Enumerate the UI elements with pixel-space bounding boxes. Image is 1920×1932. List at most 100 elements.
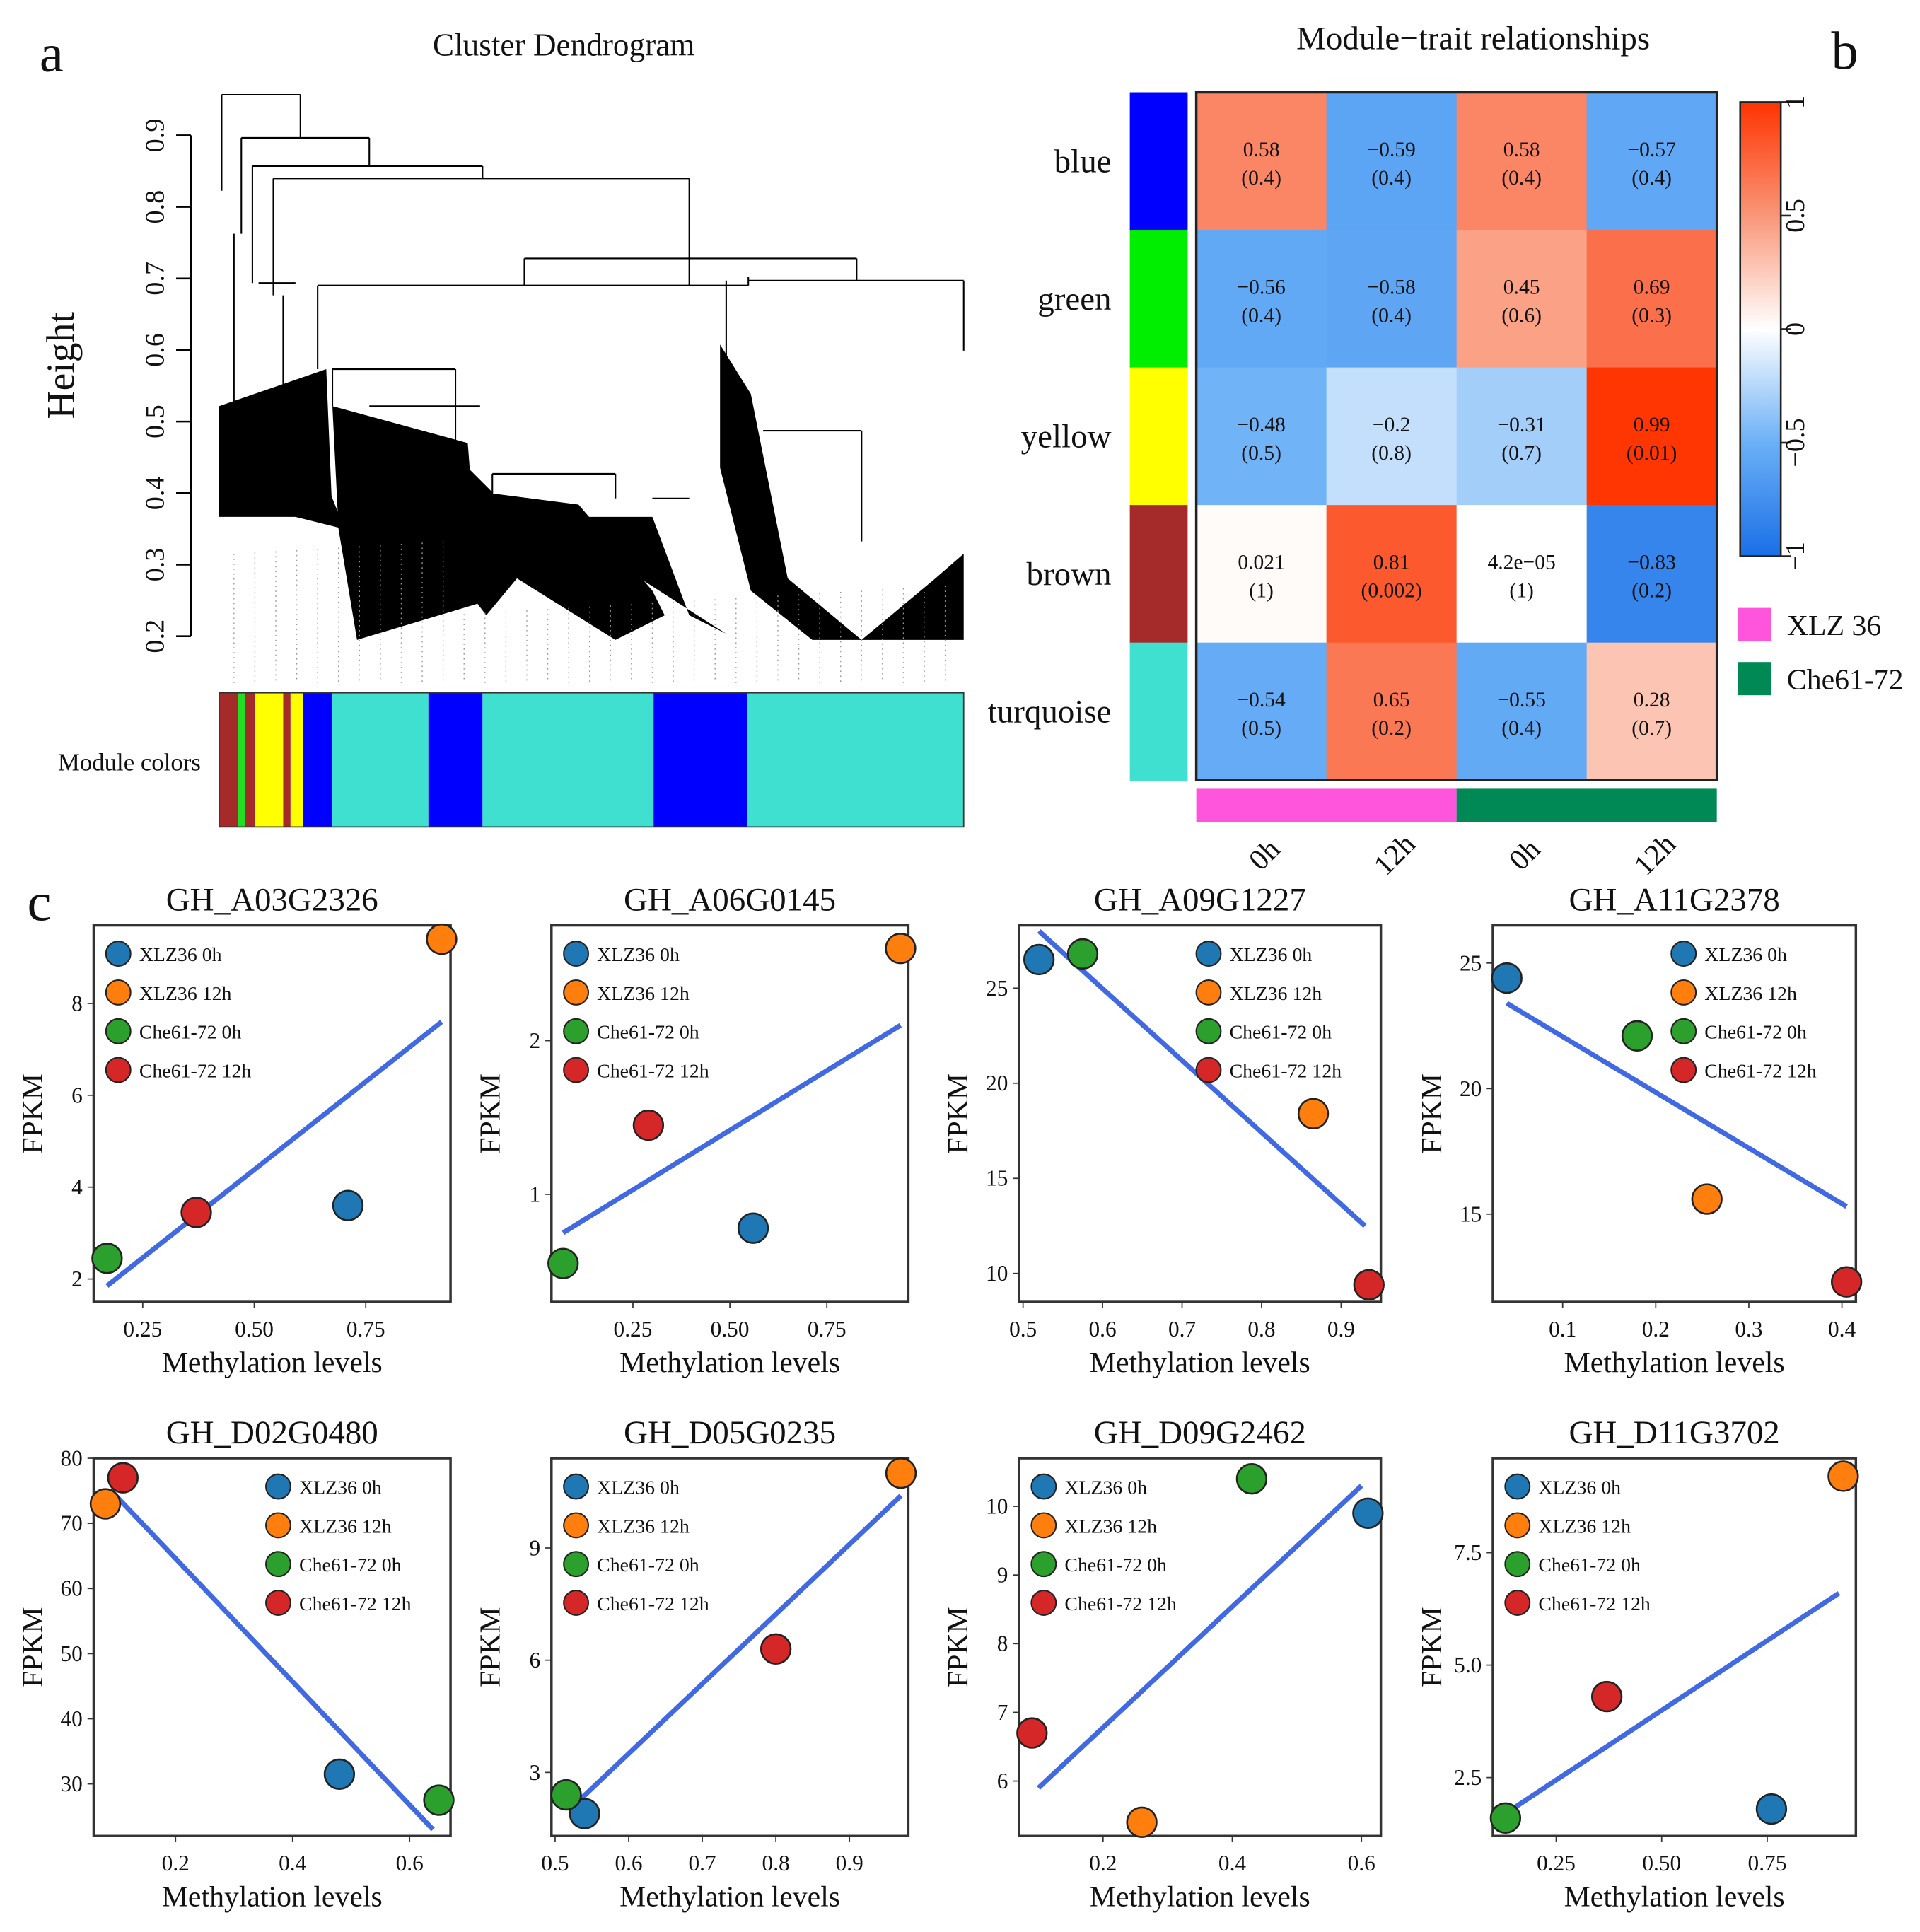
heatmap-cell	[1456, 367, 1588, 506]
group-bar	[1456, 788, 1717, 822]
module-color-brown	[283, 692, 291, 827]
cell-pvalue: (0.3)	[1631, 304, 1672, 327]
data-point	[1827, 1460, 1859, 1492]
heatmap-cell	[1586, 367, 1718, 506]
legend-marker	[265, 1590, 291, 1616]
legend-label: XLZ36 12h	[597, 983, 690, 1005]
x-tick-label: 0.25	[123, 1317, 162, 1342]
row-label-yellow: yellow	[1021, 419, 1112, 455]
legend-marker	[105, 1018, 132, 1044]
x-tick-label: 0.25	[614, 1317, 653, 1342]
colorbar-tick-label: −1	[1781, 542, 1810, 571]
cell-correlation: 0.81	[1373, 551, 1410, 574]
cell-correlation: −0.58	[1367, 276, 1415, 298]
data-point	[107, 1462, 139, 1494]
cell-correlation: −0.57	[1627, 139, 1675, 161]
x-axis-label: Methylation levels	[1090, 1346, 1310, 1379]
legend-marker	[563, 1018, 590, 1044]
heatmap-cell	[1456, 92, 1588, 231]
group-bar	[1196, 788, 1457, 822]
legend-marker	[105, 941, 132, 967]
module-color-green	[238, 692, 245, 827]
dendrogram-leaf-cluster	[332, 406, 480, 640]
heatmap-cell	[1196, 367, 1327, 506]
legend-marker	[1030, 1551, 1057, 1578]
y-tick-label: 5.0	[1454, 1653, 1482, 1677]
heatmap-title: Module−trait relationships	[1296, 21, 1650, 57]
y-tick-label: 0.2	[141, 619, 170, 653]
module-color-blue	[653, 692, 747, 827]
heatmap-cell	[1456, 230, 1588, 368]
legend-marker	[1504, 1590, 1531, 1616]
heatmap-panel: Module−trait relationships blue 0.58 (0.4) −…	[988, 21, 1904, 883]
legend-marker	[1030, 1512, 1057, 1539]
data-point	[1016, 1717, 1048, 1749]
cell-correlation: 0.99	[1634, 414, 1670, 436]
cell-pvalue: (0.4)	[1501, 167, 1542, 190]
y-tick-label: 10	[986, 1261, 1008, 1286]
legend-label: XLZ36 0h	[1704, 944, 1787, 966]
x-axis-label: Methylation levels	[162, 1880, 383, 1913]
data-point	[885, 1457, 917, 1489]
y-tick-label: 15	[1460, 1201, 1482, 1226]
legend-label: XLZ36 0h	[1230, 944, 1313, 966]
y-tick-label: 3	[529, 1760, 540, 1785]
cell-pvalue: (0.8)	[1371, 442, 1412, 465]
legend-label: Che61-72 0h	[1538, 1554, 1641, 1576]
cell-correlation: −0.48	[1237, 414, 1285, 436]
module-color-brown	[245, 692, 255, 827]
legend-label: Che61-72 12h	[1538, 1593, 1651, 1615]
data-point	[1590, 1680, 1623, 1713]
row-label-turquoise: turquoise	[988, 694, 1112, 731]
panel-label-c: c	[27, 873, 51, 933]
scatter-plot-GH_D09G2462: GH_D09G2462 0.2 0.4 0.6 6 7 8 9 10 Methylation le…	[942, 1414, 1384, 1913]
legend-marker	[265, 1473, 291, 1500]
x-tick-label: 0.75	[347, 1317, 385, 1342]
legend-label: Che61-72 12h	[139, 1060, 252, 1082]
y-axis-label: FPKM	[16, 1073, 49, 1154]
legend-label: XLZ36 0h	[1064, 1477, 1147, 1499]
module-swatch-turquoise	[1129, 642, 1188, 781]
plot-frame	[1491, 1457, 1858, 1838]
regression-line	[562, 1023, 902, 1235]
y-tick-label: 10	[986, 1494, 1008, 1518]
module-color-turquoise	[482, 692, 654, 827]
x-tick-label: 0.50	[711, 1317, 750, 1342]
x-tick-label: 0.9	[1327, 1317, 1355, 1342]
legend-marker	[1504, 1551, 1531, 1578]
legend-label: Che61-72 0h	[597, 1022, 699, 1044]
y-axis-label: FPKM	[942, 1607, 974, 1687]
data-point	[1353, 1269, 1385, 1301]
legend-marker	[1195, 1018, 1222, 1044]
y-tick-label: 2.5	[1454, 1765, 1482, 1790]
x-tick-label: 0.6	[1089, 1317, 1117, 1342]
legend-label: XLZ36 12h	[299, 1515, 392, 1537]
legend-label: XLZ 36	[1787, 610, 1881, 642]
y-axis-label: FPKM	[475, 1607, 507, 1687]
heatmap-cell	[1326, 92, 1458, 231]
cell-pvalue: (0.4)	[1371, 304, 1412, 327]
dendrogram-leaf-cluster	[482, 492, 665, 640]
x-tick-label: 0.75	[808, 1317, 846, 1342]
cell-pvalue: (1)	[1249, 579, 1274, 602]
y-tick-label: 0.6	[141, 333, 170, 367]
y-axis-label: FPKM	[942, 1073, 974, 1154]
x-tick-label: 0.3	[1735, 1317, 1762, 1342]
y-axis-label: FPKM	[475, 1073, 507, 1154]
colorbar	[1739, 101, 1782, 557]
cell-correlation: −0.59	[1367, 139, 1415, 161]
cell-pvalue: (0.7)	[1631, 717, 1672, 740]
x-axis-label: Methylation levels	[1564, 1346, 1785, 1379]
x-tick-label: 0.4	[279, 1851, 306, 1875]
legend-label: Che61-72 12h	[597, 1593, 709, 1615]
row-label-blue: blue	[1054, 143, 1112, 180]
y-tick-label: 8	[71, 991, 83, 1016]
data-point	[1830, 1266, 1863, 1298]
legend-label: XLZ36 12h	[597, 1515, 690, 1537]
legend-marker	[1195, 1057, 1222, 1083]
x-tick-label: 0.7	[689, 1851, 716, 1875]
plot-title: GH_D11G3702	[1569, 1414, 1779, 1451]
cell-correlation: 0.28	[1634, 689, 1670, 711]
legend-swatch	[1738, 662, 1771, 696]
x-tick-label: 0.6	[615, 1851, 642, 1875]
